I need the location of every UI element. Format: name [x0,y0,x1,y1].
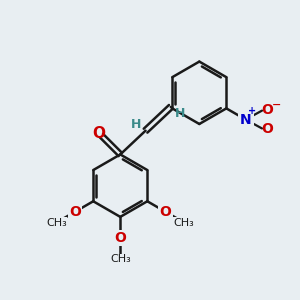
Text: CH₃: CH₃ [110,254,131,264]
Text: −: − [272,100,281,110]
Text: O: O [92,126,105,141]
Text: O: O [261,122,273,136]
Text: O: O [160,205,172,219]
Text: H: H [131,118,141,130]
Text: +: + [248,106,256,116]
Text: O: O [69,205,81,219]
Text: O: O [114,231,126,245]
Text: CH₃: CH₃ [174,218,194,227]
Text: H: H [175,107,185,120]
Text: O: O [261,103,273,117]
Text: N: N [240,112,251,127]
Text: CH₃: CH₃ [46,218,67,227]
